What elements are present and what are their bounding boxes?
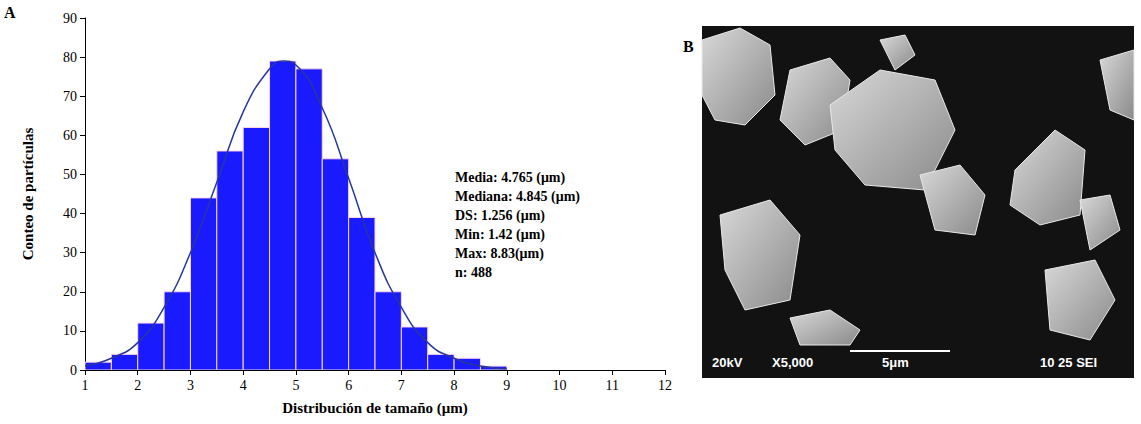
svg-text:10 25 SEI: 10 25 SEI xyxy=(1040,355,1097,370)
svg-text:70: 70 xyxy=(63,89,77,104)
svg-text:X5,000: X5,000 xyxy=(772,355,813,370)
svg-text:Media: 4.765 (μm): Media: 4.765 (μm) xyxy=(455,170,566,186)
svg-text:Distribución de tamaño (μm): Distribución de tamaño (μm) xyxy=(282,400,468,417)
svg-text:8: 8 xyxy=(451,378,458,393)
svg-text:4: 4 xyxy=(240,378,247,393)
svg-text:30: 30 xyxy=(63,245,77,260)
svg-text:10: 10 xyxy=(63,323,77,338)
svg-text:A: A xyxy=(4,4,16,21)
svg-text:5: 5 xyxy=(292,378,299,393)
svg-text:50: 50 xyxy=(63,167,77,182)
svg-text:Max: 8.83(μm): Max: 8.83(μm) xyxy=(455,246,544,262)
svg-text:n: 488: n: 488 xyxy=(455,265,492,280)
svg-text:12: 12 xyxy=(658,378,672,393)
svg-text:3: 3 xyxy=(187,378,194,393)
svg-text:B: B xyxy=(683,38,694,55)
svg-text:Min: 1.42 (μm): Min: 1.42 (μm) xyxy=(455,227,545,243)
svg-text:5μm: 5μm xyxy=(882,355,909,370)
svg-text:11: 11 xyxy=(606,378,619,393)
svg-text:90: 90 xyxy=(63,11,77,26)
svg-text:DS: 1.256 (μm): DS: 1.256 (μm) xyxy=(455,208,545,224)
svg-text:1: 1 xyxy=(82,378,89,393)
svg-text:9: 9 xyxy=(503,378,510,393)
svg-text:2: 2 xyxy=(134,378,141,393)
svg-text:20: 20 xyxy=(63,284,77,299)
svg-text:60: 60 xyxy=(63,128,77,143)
svg-text:7: 7 xyxy=(398,378,405,393)
svg-text:20kV: 20kV xyxy=(712,355,743,370)
svg-text:Mediana: 4.845 (μm): Mediana: 4.845 (μm) xyxy=(455,189,580,205)
svg-text:Conteo de partículas: Conteo de partículas xyxy=(20,128,36,261)
svg-text:6: 6 xyxy=(345,378,352,393)
svg-text:10: 10 xyxy=(553,378,567,393)
svg-text:0: 0 xyxy=(70,363,77,378)
svg-text:40: 40 xyxy=(63,206,77,221)
svg-text:80: 80 xyxy=(63,50,77,65)
